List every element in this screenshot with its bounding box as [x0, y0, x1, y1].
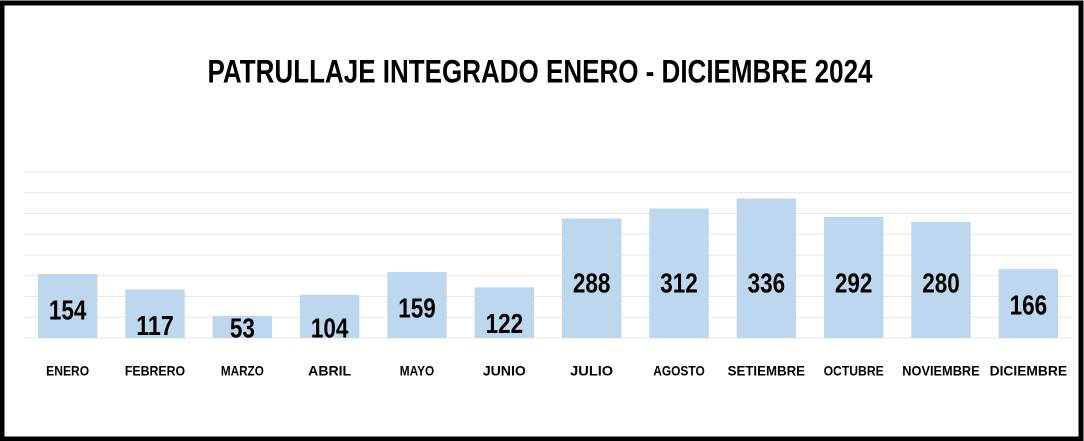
value-label: 117: [136, 310, 174, 341]
bar: [125, 289, 185, 338]
chart-title: PATRULLAJE INTEGRADO ENERO - DICIEMBRE 2…: [208, 53, 873, 89]
bar: [212, 316, 273, 338]
value-label: 154: [49, 294, 87, 325]
x-tick-label: AGOSTO: [653, 363, 705, 379]
value-label: 336: [748, 267, 786, 298]
x-tick-label: NOVIEMBRE: [902, 363, 979, 379]
bar: [911, 221, 971, 338]
value-label: 312: [660, 267, 698, 298]
x-tick-label: ABRIL: [308, 363, 351, 379]
bar: [37, 274, 98, 338]
x-tick-label: FEBRERO: [125, 363, 185, 379]
value-label: 288: [573, 267, 611, 298]
x-tick-label: ENERO: [46, 363, 89, 379]
x-tick-label: JUNIO: [483, 363, 526, 379]
x-tick-label: DICIEMBRE: [990, 363, 1067, 379]
bar: [998, 269, 1059, 338]
bar: [823, 216, 884, 338]
value-label: 53: [230, 312, 255, 343]
value-label: 104: [311, 312, 349, 343]
x-tick-label: SETIEMBRE: [728, 363, 805, 379]
bar: [649, 208, 709, 338]
value-label: 122: [486, 308, 524, 339]
x-tick-label: MARZO: [221, 363, 264, 379]
value-label: 280: [922, 267, 960, 298]
bar: [387, 272, 447, 338]
bar: [299, 294, 360, 338]
value-label: 166: [1010, 290, 1048, 321]
x-tick-label: JULIO: [570, 363, 613, 379]
value-label: 159: [398, 292, 436, 323]
bar: [474, 287, 535, 338]
x-tick-label: MAYO: [400, 363, 434, 379]
value-label: 292: [835, 267, 873, 298]
x-tick-label: OCTUBRE: [824, 363, 884, 379]
bar: [736, 198, 797, 338]
bar: [561, 218, 622, 338]
